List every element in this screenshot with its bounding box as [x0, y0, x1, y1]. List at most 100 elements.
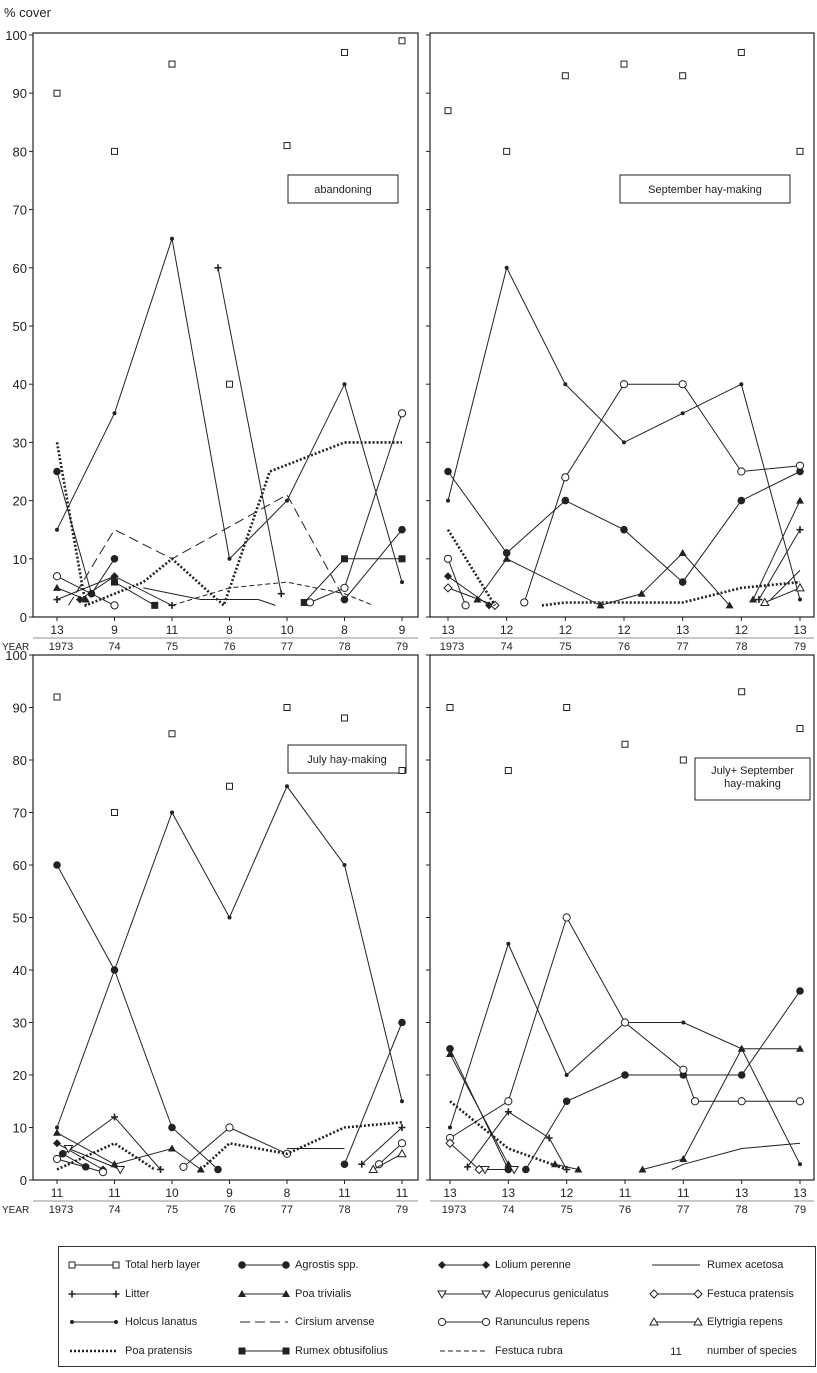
legend-item-festuca_rubra: Festuca rubra: [437, 1344, 563, 1358]
legend-label: Holcus lanatus: [125, 1316, 198, 1329]
data-point-rumex_obt: [151, 601, 159, 609]
series-total: [53, 693, 406, 816]
data-point-ranunculus: [619, 380, 629, 389]
series-line-litter: [361, 1127, 403, 1165]
series-cirsium: [68, 494, 345, 606]
legend-item-rumex_ac: Rumex acetosa: [649, 1258, 783, 1272]
data-point-agrostis: [621, 1071, 629, 1079]
data-point-agrostis: [53, 467, 61, 476]
panels: 0102030405060708090100131973974117587610…: [2, 28, 815, 1216]
x-tick-label: 78: [338, 1204, 350, 1216]
series-lolium: [76, 572, 119, 604]
legend-item-elytrigia: Elytrigia repens: [649, 1315, 783, 1329]
series-alopecurus: [63, 1145, 126, 1175]
legend-label: Ranunculus repens: [495, 1316, 590, 1329]
series-holcus: [448, 941, 802, 1167]
data-point-total: [168, 60, 176, 68]
series-poa_pratensis: [541, 580, 801, 607]
legend-item-ranunculus: Ranunculus repens: [437, 1315, 590, 1329]
panel-title-box: [287, 744, 407, 774]
data-point-elytrigia: [759, 597, 770, 606]
data-point-total: [111, 809, 118, 816]
data-point-holcus: [227, 556, 232, 561]
data-point-total: [226, 782, 233, 790]
legend-marker: [68, 1290, 76, 1298]
legend-label: Cirsium arvense: [295, 1316, 375, 1329]
y-axis-label: % cover: [4, 5, 52, 20]
data-point-holcus: [798, 1162, 802, 1167]
series-ranunculus: [305, 409, 407, 607]
data-point-elytrigia: [795, 582, 805, 592]
series-line-cirsium: [68, 494, 345, 606]
data-point-lolium: [76, 595, 84, 604]
series-poa_trivialis: [473, 548, 734, 609]
panel-3: 13 1973 13 74 12 75 11 76 11 77 13 78 13 79 July+ Sept…: [426, 654, 815, 1216]
legend-species-sample: 11: [670, 1346, 681, 1357]
species-count-label: 11: [338, 1186, 351, 1200]
series-line-poa_trivialis: [476, 552, 730, 606]
data-point-agrostis: [796, 987, 804, 995]
legend-marker: [112, 1290, 120, 1298]
legend-marker: [437, 1318, 447, 1327]
legend-item-cirsium: Cirsium arvense: [237, 1315, 374, 1329]
data-point-ranunculus: [397, 1139, 407, 1148]
data-point-agrostis: [110, 555, 119, 563]
series-line-lolium: [79, 575, 115, 600]
data-point-agrostis: [340, 595, 349, 604]
data-point-agrostis: [444, 467, 452, 476]
x-tick-label: 1973: [442, 1204, 466, 1216]
x-tick-label: 79: [794, 1204, 806, 1216]
legend-marker: [481, 1318, 491, 1327]
data-point-total: [738, 688, 746, 696]
x-tick-label: 1973: [49, 641, 73, 653]
data-point-holcus: [342, 382, 347, 387]
y-tick-label: 40: [13, 377, 27, 392]
legend-swatch: [438, 1261, 490, 1270]
data-point-agrostis: [398, 525, 406, 534]
series-line-rumex_ac: [671, 1142, 801, 1170]
data-point-total: [398, 767, 406, 774]
data-point-agrostis: [522, 1165, 530, 1174]
data-point-total: [53, 693, 61, 701]
x-tick-label: 75: [559, 641, 571, 653]
series-line-elytrigia: [764, 587, 801, 603]
legend-marker: [649, 1317, 659, 1326]
legend-swatch: [440, 1350, 488, 1352]
species-count-label: 13: [735, 1186, 749, 1200]
data-point-total: [504, 767, 512, 774]
y-tick-label: 10: [13, 1121, 27, 1136]
series-holcus: [55, 236, 404, 585]
species-count-label: 13: [50, 623, 64, 637]
panel-title-box: [287, 174, 399, 204]
series-ranunculus: [52, 572, 119, 610]
series-line-holcus: [449, 942, 801, 1165]
series-line-elytrigia: [373, 1153, 403, 1170]
series-line-agrostis: [525, 990, 801, 1170]
series-litter: [53, 1113, 164, 1173]
data-point-festuca_prat: [443, 583, 453, 593]
legend-label: Elytrigia repens: [707, 1316, 783, 1329]
data-point-litter: [214, 264, 222, 272]
legend-label: Rumex obtusifolius: [295, 1344, 388, 1357]
x-tick-label: 78: [736, 1204, 748, 1216]
data-point-litter: [545, 1134, 553, 1142]
data-point-ranunculus: [340, 583, 349, 593]
series-elytrigia: [368, 1148, 407, 1173]
x-tick-label: 79: [794, 641, 806, 653]
panel-2: 0 10 20 30 40 50 60 70 80 90 100 11 1973 11 74 10 75 9 76 8…: [2, 648, 419, 1216]
legend-label: Litter: [125, 1287, 150, 1300]
legend-item-litter: Litter: [67, 1287, 149, 1301]
data-point-agrostis: [620, 525, 628, 534]
species-count-label: 11: [396, 1186, 409, 1200]
data-point-poa_trivialis: [638, 1165, 647, 1173]
series-line-holcus: [56, 238, 403, 583]
data-point-ranunculus: [98, 1168, 108, 1177]
data-point-lolium: [485, 601, 494, 610]
data-point-total: [444, 107, 452, 115]
legend: Total herb layer Litter Holcus lanatus Poa …: [58, 1246, 816, 1367]
data-point-lolium: [110, 572, 119, 581]
series-festuca_prat: [445, 1138, 484, 1175]
legend-swatch: [437, 1318, 491, 1327]
data-point-litter: [277, 590, 285, 598]
legend-marker: [693, 1317, 703, 1326]
